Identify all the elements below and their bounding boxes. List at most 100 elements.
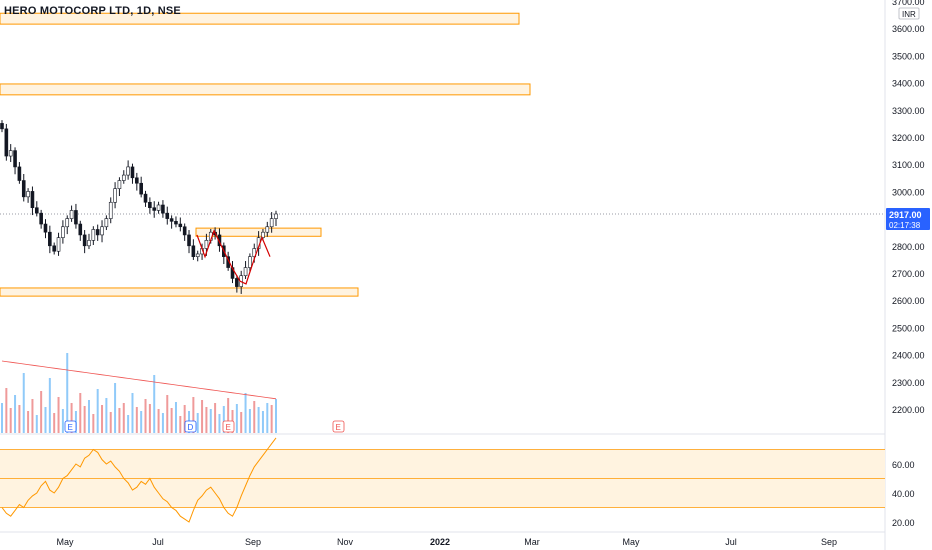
candle-body[interactable] — [21, 180, 26, 198]
candle-body[interactable] — [148, 201, 152, 209]
rsi-line[interactable] — [1, 437, 277, 523]
candle-body[interactable] — [17, 166, 22, 181]
candle-body[interactable] — [74, 210, 78, 225]
volume-bar — [92, 414, 95, 433]
time-tick-label: 2022 — [430, 537, 450, 547]
volume-bar — [205, 407, 208, 433]
candle-body[interactable] — [34, 207, 39, 214]
candle-body[interactable] — [143, 193, 148, 203]
candle-body[interactable] — [178, 223, 183, 228]
volume-bar — [5, 388, 8, 433]
candle-body[interactable] — [13, 150, 17, 168]
rsi-tick-label: 60.00 — [892, 460, 915, 470]
candle-body[interactable] — [0, 123, 4, 130]
candle-body[interactable] — [217, 234, 222, 247]
candle-body[interactable] — [69, 210, 74, 219]
candle-body[interactable] — [8, 150, 13, 157]
volume-bar — [127, 415, 130, 433]
candle-body[interactable] — [265, 226, 270, 233]
candle-body[interactable] — [182, 226, 187, 236]
price-tag-countdown: 02:17:38 — [889, 221, 921, 230]
volume-bar — [31, 399, 34, 433]
event-marker[interactable] — [332, 420, 345, 433]
candle-body[interactable] — [108, 201, 113, 219]
price-tick-label: 3000.00 — [892, 187, 925, 197]
event-marker[interactable] — [64, 420, 77, 433]
candle-body[interactable] — [187, 234, 191, 247]
candle-body[interactable] — [174, 221, 178, 225]
candle-body[interactable] — [126, 166, 130, 176]
candle-body[interactable] — [161, 204, 165, 214]
candle-body[interactable] — [135, 177, 139, 184]
price-tick-label: 2800.00 — [892, 242, 925, 252]
candle-body[interactable] — [165, 212, 170, 219]
candle-body[interactable] — [95, 229, 100, 236]
candle-body[interactable] — [4, 128, 9, 157]
candle-body[interactable] — [121, 174, 126, 181]
candle-body[interactable] — [48, 231, 52, 247]
price-tick-label: 3500.00 — [892, 51, 925, 61]
candle-body[interactable] — [169, 218, 174, 222]
volume-bar — [9, 408, 12, 433]
volume-bar — [18, 405, 21, 433]
candle-body[interactable] — [39, 212, 43, 225]
volume-bar — [235, 404, 238, 433]
candle-body[interactable] — [274, 213, 278, 219]
candle-body[interactable] — [156, 204, 161, 211]
candle-body[interactable] — [204, 240, 209, 249]
candle-body[interactable] — [139, 182, 143, 195]
candle-body[interactable] — [113, 188, 117, 203]
candle-body[interactable] — [104, 218, 109, 228]
candle-body[interactable] — [191, 245, 196, 257]
candle-body[interactable] — [61, 226, 65, 238]
volume-bar — [257, 407, 260, 433]
volume-bar — [35, 415, 38, 433]
price-tick-label: 2700.00 — [892, 269, 925, 279]
time-tick-label: May — [622, 537, 640, 547]
volume-bar — [244, 393, 247, 433]
candle-body[interactable] — [43, 223, 48, 233]
candle-body[interactable] — [117, 180, 122, 189]
support-zone[interactable] — [0, 287, 359, 297]
candle-body[interactable] — [65, 218, 70, 228]
volume-bar — [131, 393, 134, 433]
chart-title: HERO MOTOCORP LTD, 1D, NSE — [4, 5, 181, 17]
candle-body[interactable] — [91, 229, 96, 241]
candle-body[interactable] — [82, 234, 87, 247]
volume-bar — [218, 414, 221, 433]
resistance-zone-2[interactable] — [0, 83, 531, 96]
candle-body[interactable] — [26, 191, 30, 198]
candle-body[interactable] — [30, 191, 35, 209]
volume-bar — [157, 409, 160, 433]
candle-body[interactable] — [261, 231, 265, 238]
candle-body[interactable] — [78, 223, 83, 236]
candle-body[interactable] — [152, 207, 157, 211]
time-tick-label: Sep — [245, 537, 261, 547]
candle-body[interactable] — [100, 226, 104, 236]
volume-bar — [183, 405, 186, 433]
pattern-line[interactable] — [196, 229, 271, 285]
candle-body[interactable] — [252, 248, 257, 257]
volume-bar — [261, 411, 264, 433]
volume-bar — [79, 393, 82, 433]
candle-body[interactable] — [52, 245, 56, 252]
volume-bar — [135, 407, 138, 433]
event-marker[interactable] — [184, 420, 197, 433]
event-marker[interactable] — [222, 420, 235, 433]
candle-body[interactable] — [235, 278, 239, 287]
event-marker-label: E — [68, 423, 73, 432]
volume-bar — [170, 408, 173, 433]
candle-body[interactable] — [130, 166, 135, 179]
volume-bar — [253, 401, 256, 433]
currency-badge — [898, 7, 920, 20]
candle-body[interactable] — [87, 240, 91, 247]
volume-bar — [22, 373, 25, 433]
candle-body[interactable] — [56, 237, 61, 252]
candle-body[interactable] — [243, 267, 248, 277]
candle-body[interactable] — [269, 218, 274, 228]
resistance-zone-1[interactable] — [0, 12, 520, 25]
volume-bar — [109, 412, 112, 433]
candle-body[interactable] — [248, 256, 252, 268]
candle-body[interactable] — [195, 253, 200, 257]
